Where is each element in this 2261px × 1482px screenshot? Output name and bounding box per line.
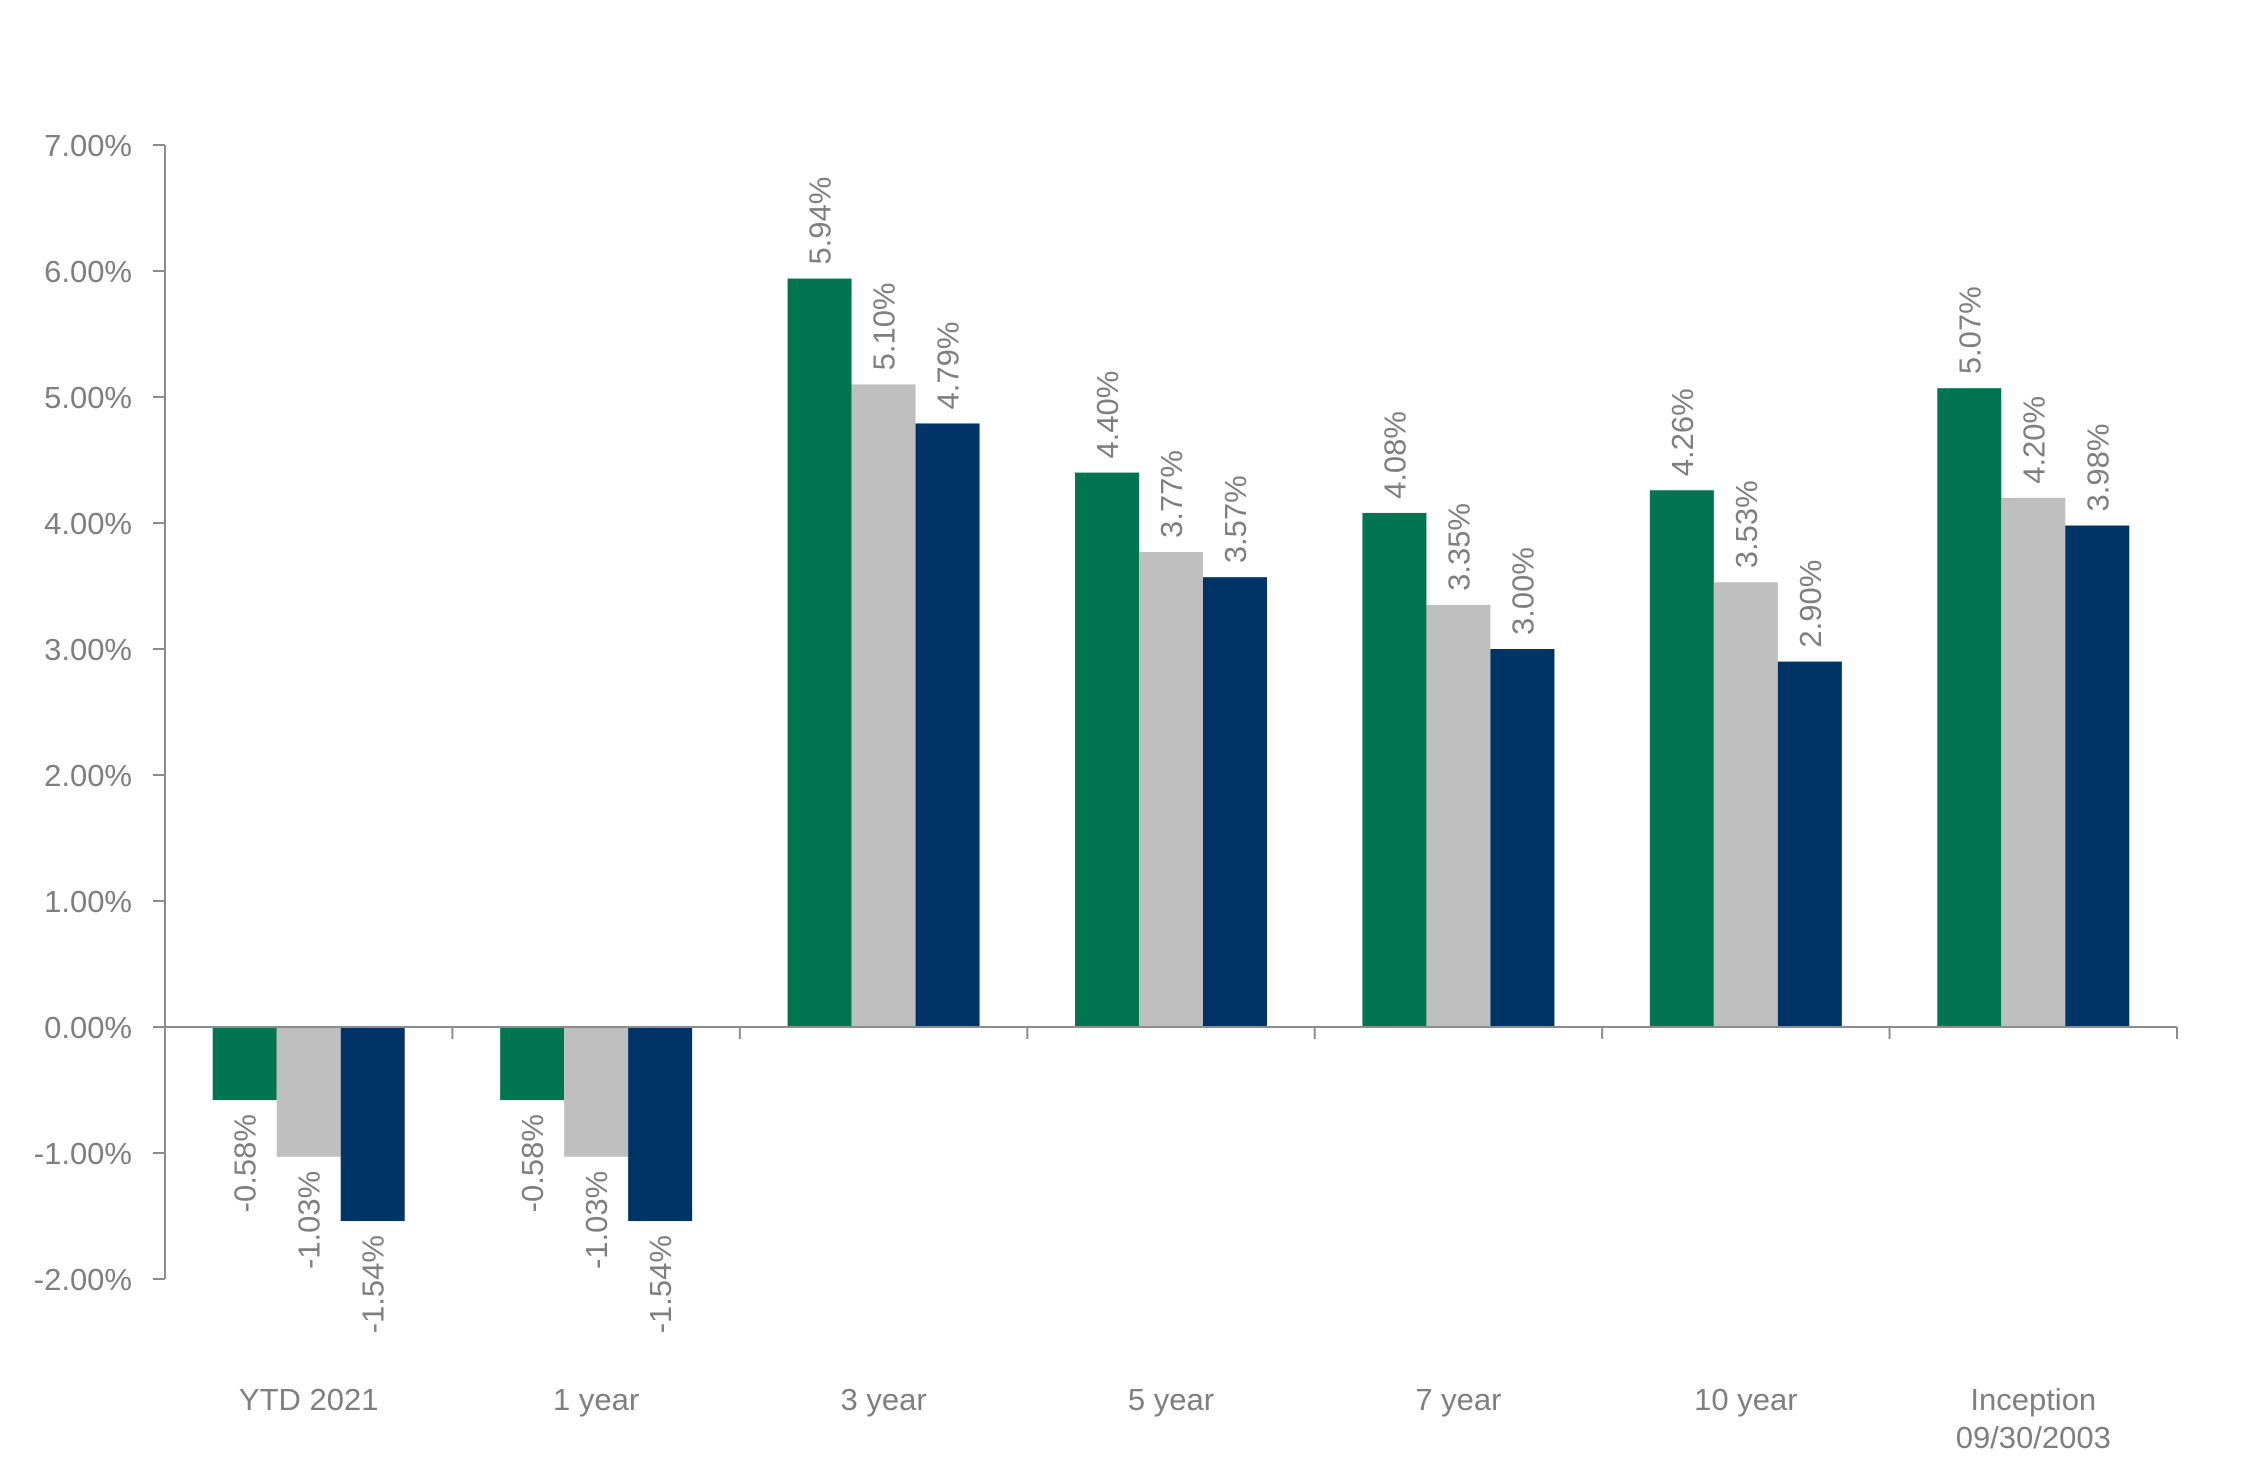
bar — [628, 1027, 693, 1222]
data-label: -1.54% — [643, 1235, 678, 1333]
y-tick-label: 7.00% — [44, 128, 132, 163]
x-tick-label: 3 year — [840, 1382, 926, 1417]
bar — [787, 278, 852, 1027]
y-tick-label: 3.00% — [44, 632, 132, 667]
bar — [1075, 472, 1139, 1028]
x-tick-label: 1 year — [553, 1382, 639, 1417]
bar — [500, 1027, 565, 1101]
x-tick-label-line: 10 year — [1694, 1382, 1797, 1417]
data-label: 3.00% — [1505, 547, 1540, 635]
data-label: 5.07% — [1952, 286, 1987, 374]
bar — [1777, 661, 1842, 1027]
bar — [276, 1027, 341, 1157]
x-tick-label: 10 year — [1694, 1382, 1797, 1417]
y-tick-label: 0.00% — [44, 1010, 132, 1045]
bar — [1426, 604, 1491, 1027]
data-label: 3.53% — [1729, 480, 1764, 568]
x-tick-label: 5 year — [1128, 1382, 1214, 1417]
x-tick-label: YTD 2021 — [239, 1382, 379, 1417]
y-tick-label: -1.00% — [34, 1136, 132, 1171]
bar — [212, 1027, 277, 1101]
y-tick-label: 1.00% — [44, 884, 132, 919]
y-tick-label: 4.00% — [44, 506, 132, 541]
y-tick-label: -2.00% — [34, 1262, 132, 1297]
x-tick-label-line: 7 year — [1415, 1382, 1501, 1417]
bar — [1362, 512, 1427, 1027]
data-label: 4.79% — [931, 322, 966, 410]
x-tick-label-line: 1 year — [553, 1382, 639, 1417]
data-label: 5.94% — [803, 177, 838, 265]
data-label: 3.35% — [1441, 503, 1476, 591]
data-label: 4.26% — [1665, 388, 1700, 476]
x-tick-label-line: 5 year — [1128, 1382, 1214, 1417]
x-tick-label-line: 3 year — [840, 1382, 926, 1417]
data-label: 4.08% — [1377, 411, 1412, 499]
bar — [915, 423, 980, 1028]
x-tick-label-line: YTD 2021 — [239, 1382, 379, 1417]
data-label: -1.03% — [292, 1171, 327, 1269]
data-label: 2.90% — [1793, 560, 1828, 648]
y-tick-label: 2.00% — [44, 758, 132, 793]
data-label: 4.40% — [1090, 371, 1125, 459]
data-label: -1.03% — [579, 1171, 614, 1269]
data-label: 4.20% — [2016, 396, 2051, 484]
data-label: -0.58% — [228, 1114, 263, 1212]
y-tick-label: 6.00% — [44, 254, 132, 289]
bar — [340, 1027, 405, 1222]
data-label: 3.98% — [2080, 424, 2115, 512]
data-label: 3.57% — [1218, 475, 1253, 563]
x-tick-label: Inception 09/30/2003 — [1956, 1382, 2111, 1455]
bar — [2065, 525, 2130, 1027]
bar — [1937, 388, 2002, 1027]
bar — [1713, 582, 1778, 1027]
x-tick-label: 7 year — [1415, 1382, 1501, 1417]
y-tick-label: 5.00% — [44, 380, 132, 415]
data-label: -0.58% — [515, 1114, 550, 1212]
bar — [564, 1027, 629, 1157]
bar — [1139, 551, 1203, 1027]
data-label: -1.54% — [356, 1235, 391, 1333]
x-tick-label-line: 09/30/2003 — [1956, 1420, 2111, 1455]
bar — [1203, 577, 1267, 1027]
bar — [851, 384, 916, 1027]
bar — [1490, 649, 1555, 1027]
data-label: 3.77% — [1154, 450, 1189, 538]
x-tick-label-line: Inception — [1970, 1382, 2096, 1417]
data-label: 5.10% — [867, 282, 902, 370]
bar — [2001, 497, 2066, 1027]
bar — [1649, 490, 1714, 1027]
